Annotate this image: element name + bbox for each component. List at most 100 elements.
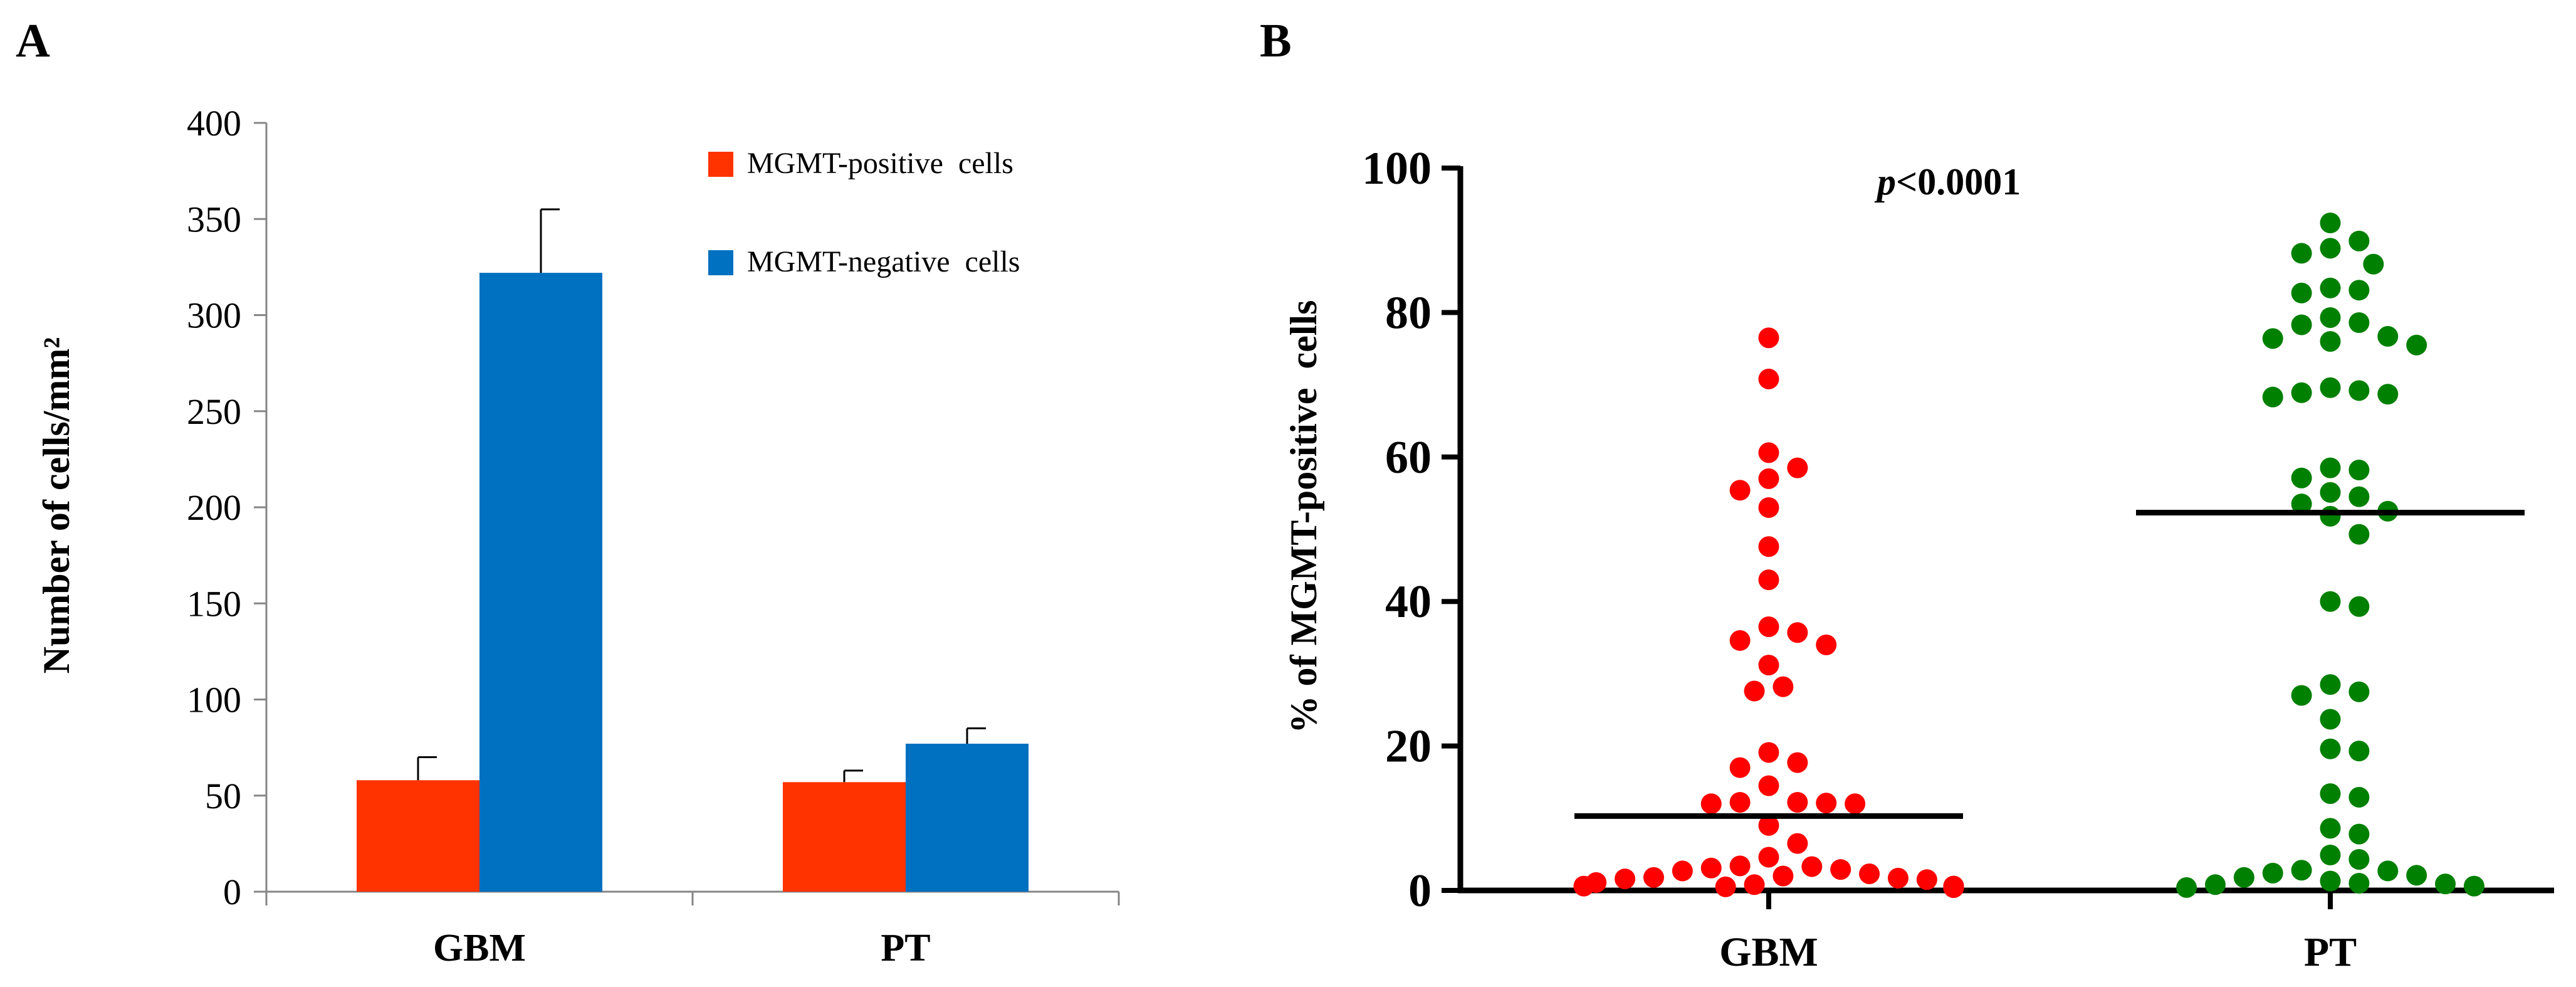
data-point-pt	[2348, 741, 2370, 762]
p-value-number: <0.0001	[1896, 161, 2021, 203]
data-point-pt	[2262, 386, 2283, 408]
data-point-pt	[2320, 505, 2341, 527]
bar-pt-mgmt-positive	[783, 782, 906, 892]
data-point-pt	[2348, 460, 2370, 481]
legend-label-mgmt-positive: MGMT-positive cells	[747, 147, 1013, 180]
data-point-pt	[2348, 872, 2370, 894]
data-point-gbm	[1816, 634, 1837, 655]
data-point-pt	[2320, 330, 2341, 352]
data-point-pt	[2348, 280, 2370, 301]
panel-b-tick-labels: 0 20 40 60 80 100 GBM PT	[1362, 143, 2357, 975]
data-point-gbm	[1859, 863, 1880, 885]
data-point-pt	[2320, 783, 2341, 805]
data-point-pt	[2348, 596, 2370, 617]
panel-a-y-tick-label: 350	[187, 199, 241, 240]
panel-a-label: A	[16, 14, 50, 67]
data-point-pt	[2291, 685, 2312, 706]
data-point-gbm	[1830, 859, 1851, 880]
panel-b-dot-plot: B 0 20 40 60 80 100 GBM PT % of MGMT-positive c…	[1260, 14, 2554, 975]
panel-a-x-tick-label: PT	[881, 927, 930, 969]
panel-b-y-axis-label: % of MGMT-positive cells	[1283, 300, 1324, 733]
data-point-pt	[2291, 467, 2312, 488]
panel-a-bar-chart: A 0 50 100 150 200 250 300 350 400 GBM PT Number o…	[16, 14, 1120, 969]
data-point-gbm	[1715, 876, 1736, 897]
data-point-gbm	[1758, 536, 1779, 557]
data-point-pt	[2320, 213, 2341, 234]
data-point-gbm	[1916, 869, 1937, 890]
data-point-gbm	[1672, 860, 1693, 882]
data-point-gbm	[1758, 742, 1779, 763]
data-point-gbm	[1845, 793, 1866, 815]
data-point-gbm	[1758, 468, 1779, 489]
data-point-pt	[2320, 307, 2341, 328]
data-point-pt	[2262, 328, 2283, 349]
data-point-pt	[2291, 382, 2312, 403]
data-point-gbm	[1801, 856, 1823, 877]
data-point-pt	[2348, 848, 2370, 870]
data-point-pt	[2291, 860, 2312, 881]
panel-a-y-tick-label: 150	[187, 583, 241, 624]
data-point-pt	[2320, 674, 2341, 695]
panel-b-x-tick-label: PT	[2304, 929, 2357, 975]
data-point-gbm	[1758, 368, 1779, 389]
data-point-pt	[2348, 681, 2370, 702]
data-point-pt	[2320, 457, 2341, 478]
data-point-gbm	[1758, 327, 1779, 349]
data-point-pt	[2363, 253, 2384, 275]
data-point-pt	[2320, 377, 2341, 398]
data-point-gbm	[1772, 676, 1794, 697]
data-point-gbm	[1887, 867, 1908, 889]
legend-swatch-mgmt-positive	[708, 152, 733, 177]
data-point-pt	[2377, 325, 2399, 347]
data-point-pt	[2320, 738, 2341, 759]
data-point-gbm	[1643, 867, 1664, 888]
panel-b-y-tick-label: 80	[1385, 287, 1432, 339]
data-point-pt	[2176, 877, 2197, 898]
data-point-pt	[2320, 818, 2341, 839]
panel-b-y-tick-label: 20	[1385, 721, 1432, 773]
panel-b-p-value-annotation: p<0.0001	[1874, 161, 2021, 203]
data-point-pt	[2463, 875, 2484, 897]
data-point-pt	[2320, 277, 2341, 298]
panel-a-y-tick-label: 50	[205, 776, 241, 816]
data-point-pt	[2320, 591, 2341, 612]
panel-b-label: B	[1260, 14, 1292, 67]
data-point-gbm	[1787, 833, 1808, 854]
bar-pt-mgmt-negative	[906, 743, 1029, 892]
data-point-pt	[2348, 823, 2370, 845]
data-point-pt	[2233, 867, 2254, 888]
data-point-gbm	[1758, 775, 1779, 796]
panel-b-y-tick-label: 40	[1385, 576, 1432, 628]
panel-a-y-tick-label: 300	[187, 295, 241, 336]
data-point-gbm	[1787, 457, 1808, 478]
panel-a-legend: MGMT-positive cells MGMT-negative cells	[708, 147, 1020, 278]
data-point-pt	[2291, 314, 2312, 335]
data-point-pt	[2320, 709, 2341, 730]
panel-a-tick-labels: 0 50 100 150 200 250 300 350 400 GBM PT	[187, 103, 931, 969]
data-point-gbm	[1772, 865, 1794, 887]
legend-label-mgmt-negative: MGMT-negative cells	[747, 245, 1020, 278]
data-point-pt	[2320, 870, 2341, 892]
panel-b-axes	[1442, 166, 2554, 909]
data-point-gbm	[1943, 877, 1964, 898]
panel-a-y-tick-label: 100	[187, 680, 241, 720]
data-point-gbm	[1758, 815, 1779, 836]
panel-b-points	[1573, 213, 2484, 898]
data-point-pt	[2348, 524, 2370, 545]
data-point-pt	[2348, 312, 2370, 334]
data-point-pt	[2320, 238, 2341, 259]
panel-b-y-tick-label: 60	[1385, 432, 1432, 483]
panel-b-x-tick-label: GBM	[1719, 929, 1818, 975]
data-point-pt	[2348, 786, 2370, 808]
data-point-pt	[2406, 865, 2427, 886]
data-point-gbm	[1700, 793, 1722, 815]
panel-a-y-tick-label: 0	[223, 872, 241, 912]
data-point-gbm	[1758, 569, 1779, 591]
panel-a-x-tick-label: GBM	[433, 927, 526, 969]
p-value-italic-p: p	[1874, 161, 1896, 203]
data-point-pt	[2320, 482, 2341, 503]
data-point-pt	[2348, 486, 2370, 507]
panel-a-y-tick-label: 200	[187, 487, 241, 528]
data-point-pt	[2291, 494, 2312, 515]
data-point-gbm	[1816, 793, 1837, 814]
